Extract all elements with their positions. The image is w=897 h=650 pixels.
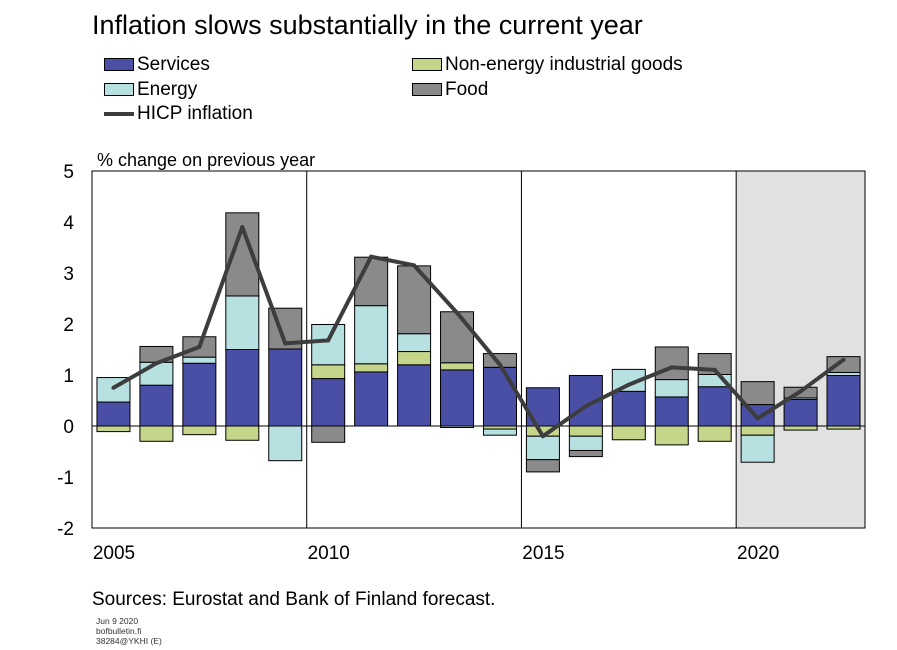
hicp-point-2015: [540, 434, 545, 439]
chart-svg: -2 -1 0 1 2 3 4 5 2005 2010 2015 2020: [57, 162, 866, 564]
bar-services-2006: [139, 384, 174, 427]
legend-label-non-energy: Non-energy industrial goods: [445, 54, 683, 75]
bar-energy-2007: [182, 356, 217, 364]
hicp-point-2011: [369, 254, 374, 259]
bar-services-2021: [783, 398, 818, 427]
bar-food-2022: [826, 356, 861, 373]
hicp-point-2019: [712, 367, 717, 372]
bar-non-energy-industrial-goods-2018: [654, 425, 689, 446]
bar-energy-2014: [482, 428, 517, 436]
hicp-point-2017: [626, 382, 631, 387]
bar-non-energy-industrial-goods-2010: [311, 364, 346, 380]
bar-energy-2017: [611, 368, 646, 392]
hicp-point-2012: [412, 263, 417, 268]
bar-services-2007: [182, 362, 217, 427]
bar-food-2020: [740, 381, 775, 406]
bar-services-2009: [268, 348, 303, 427]
hicp-point-2013: [455, 310, 460, 315]
hicp-point-2007: [197, 344, 202, 349]
y-tick-label: 5: [63, 162, 74, 183]
legend-swatch-services: [104, 58, 134, 71]
bar-energy-2016: [568, 435, 603, 451]
bar-energy-2009: [268, 425, 303, 462]
bar-non-energy-industrial-goods-2020: [740, 425, 775, 436]
legend-label-food: Food: [445, 79, 489, 100]
bar-services-2014: [482, 366, 517, 427]
plot-frame: [91, 170, 866, 529]
bar-services-2017: [611, 390, 646, 427]
hicp-point-2018: [669, 365, 674, 370]
y-tick-label: 3: [63, 264, 74, 285]
bar-services-2010: [311, 378, 346, 427]
x-tick-label: 2005: [93, 543, 135, 564]
hicp-point-2008: [240, 225, 245, 230]
bar-food-2016: [568, 449, 603, 458]
bar-energy-2018: [654, 379, 689, 398]
hicp-inflation-line: [112, 225, 845, 439]
bar-energy-2006: [139, 361, 174, 386]
hicp-point-2010: [326, 338, 331, 343]
legend-line-hicp: [104, 112, 134, 116]
footnote-code: 38284@YKHI (E): [96, 636, 162, 646]
bar-services-2019: [697, 386, 732, 427]
sources-note: Sources: Eurostat and Bank of Finland fo…: [92, 589, 496, 610]
legend-swatch-non-energy: [412, 58, 442, 71]
x-tick-label: 2015: [522, 543, 564, 564]
bar-services-2005: [96, 401, 131, 427]
legend-swatch-food: [412, 83, 442, 96]
bar-energy-2008: [225, 295, 260, 351]
bar-non-energy-industrial-goods-2006: [139, 425, 174, 442]
bar-non-energy-industrial-goods-2013: [440, 362, 475, 371]
hicp-point-2021: [798, 389, 803, 394]
y-tick-label: 0: [63, 417, 74, 438]
x-tick-label: 2020: [737, 543, 779, 564]
bar-energy-2011: [354, 305, 389, 365]
bar-food-2018: [654, 346, 689, 381]
bar-services-2018: [654, 396, 689, 427]
hicp-point-2014: [497, 362, 502, 367]
hicp-point-2022: [841, 357, 846, 362]
bar-non-energy-industrial-goods-2008: [225, 425, 260, 441]
bar-non-energy-industrial-goods-2021: [783, 425, 818, 431]
bar-non-energy-industrial-goods-2012: [397, 351, 432, 366]
legend-label-services: Services: [137, 54, 210, 75]
x-tick-label: 2010: [308, 543, 350, 564]
hicp-point-2005: [111, 385, 116, 390]
footnote-date: Jun 9 2020: [96, 616, 139, 626]
y-axis-label: % change on previous year: [97, 150, 316, 170]
bar-energy-2010: [311, 324, 346, 366]
bar-services-2011: [354, 371, 389, 427]
y-tick-label: 2: [63, 315, 74, 336]
chart-title: Inflation slows substantially in the cur…: [92, 10, 643, 40]
bar-energy-2012: [397, 333, 432, 353]
y-tick-label: 4: [63, 213, 74, 234]
legend-label-energy: Energy: [137, 79, 198, 100]
bar-non-energy-industrial-goods-2017: [611, 425, 646, 441]
bar-non-energy-industrial-goods-2016: [568, 425, 603, 437]
bar-services-2012: [397, 364, 432, 427]
legend-label-hicp: HICP inflation: [137, 103, 253, 124]
footnote-site: bofbulletin.fi: [96, 626, 142, 636]
bar-services-2022: [826, 375, 861, 427]
y-tick-label: -2: [57, 519, 74, 540]
bar-services-2013: [440, 369, 475, 427]
y-tick-label: -1: [57, 468, 74, 489]
bar-food-2015: [525, 459, 560, 473]
bar-non-energy-industrial-goods-2005: [96, 425, 131, 433]
hicp-point-2009: [283, 341, 288, 346]
y-tick-label: 1: [63, 366, 74, 387]
bar-non-energy-industrial-goods-2007: [182, 425, 217, 436]
hicp-point-2006: [154, 361, 159, 366]
bar-food-2010: [311, 425, 346, 443]
bar-non-energy-industrial-goods-2019: [697, 425, 732, 442]
hicp-point-2016: [583, 404, 588, 409]
legend-swatch-energy: [104, 83, 134, 96]
hicp-point-2020: [755, 416, 760, 421]
bar-energy-2020: [740, 434, 775, 463]
forecast-shading: [736, 171, 865, 528]
bar-non-energy-industrial-goods-2011: [354, 363, 389, 373]
bar-energy-2015: [525, 435, 560, 461]
bar-services-2008: [225, 349, 260, 427]
bar-food-2013: [440, 311, 475, 364]
